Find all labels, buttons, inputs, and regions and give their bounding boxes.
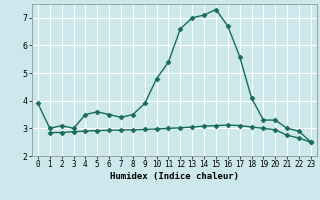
X-axis label: Humidex (Indice chaleur): Humidex (Indice chaleur) — [110, 172, 239, 181]
